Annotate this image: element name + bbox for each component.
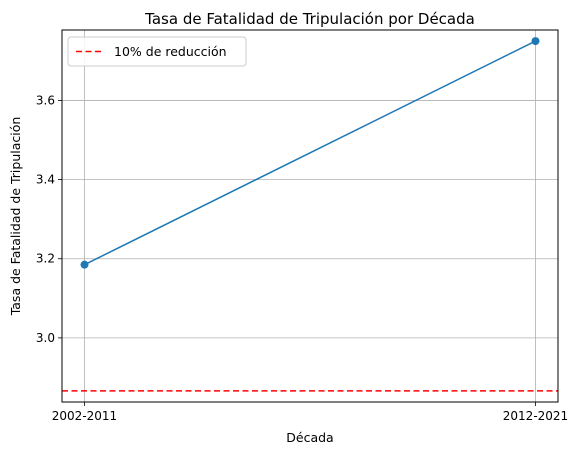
data-point	[80, 260, 89, 269]
series-layer	[80, 37, 540, 269]
y-axis-label: Tasa de Fatalidad de Tripulación	[8, 117, 23, 317]
axis-ticks: 3.0 3.2 3.4 3.6 2002-2011 2012-2021	[36, 93, 568, 423]
y-tick-label: 3.6	[36, 93, 55, 107]
x-tick-label: 2002-2011	[52, 409, 117, 423]
chart-title: Tasa de Fatalidad de Tripulación por Déc…	[144, 10, 475, 28]
legend-label-reference: 10% de reducción	[114, 44, 227, 59]
legend-box	[67, 36, 247, 67]
series-line	[84, 40, 536, 266]
y-tick-label: 3.2	[36, 252, 55, 266]
x-tick-label: 2012-2021	[503, 409, 568, 423]
x-axis-label: Década	[286, 430, 333, 445]
plot-frame	[61, 29, 559, 403]
legend: 10% de reducción	[67, 36, 247, 67]
data-point	[531, 37, 540, 46]
grid-lines	[62, 30, 558, 402]
y-tick-label: 3.0	[36, 331, 55, 345]
y-tick-label: 3.4	[36, 173, 55, 187]
